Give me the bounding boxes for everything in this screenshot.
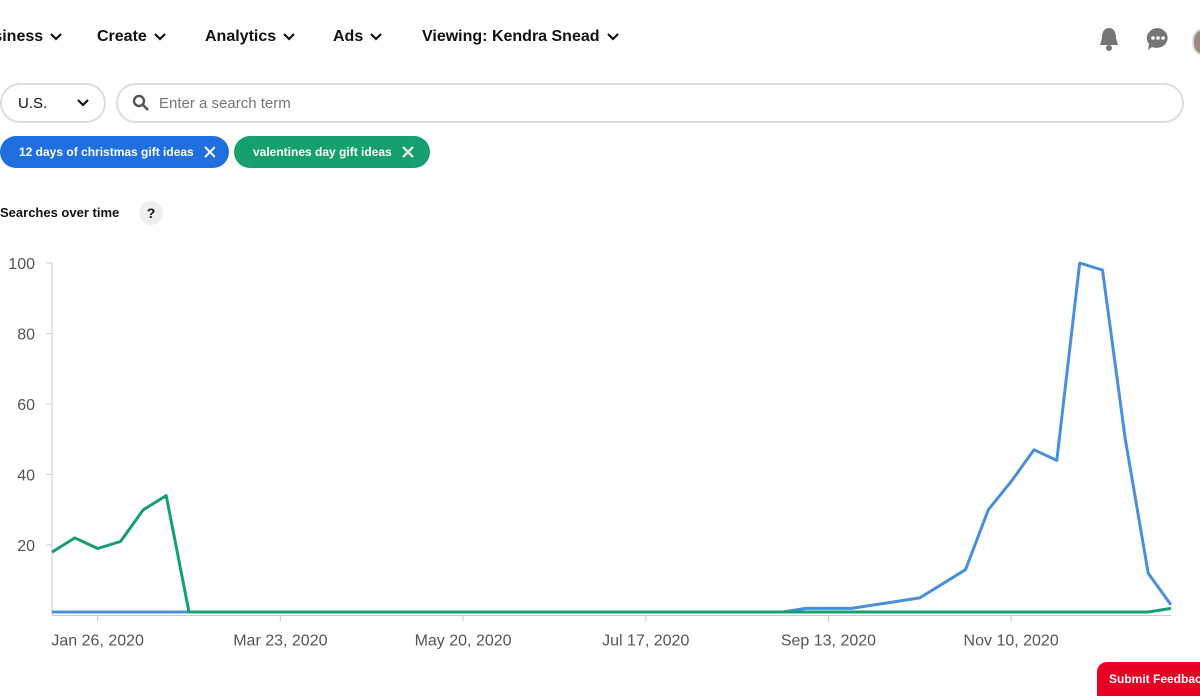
- chevron: [370, 33, 383, 41]
- chip-label: valentines day gift ideas: [253, 145, 392, 159]
- chevron: [50, 33, 62, 41]
- y-tick-label: 100: [8, 256, 35, 273]
- search-placeholder: Enter a search term: [159, 94, 291, 112]
- series-line: [51, 494, 1172, 614]
- nav-label: Create: [97, 28, 147, 45]
- x-tick-label: Sep 13, 2020: [781, 633, 876, 650]
- nav-item[interactable]: Create: [97, 28, 167, 46]
- chevron: [77, 99, 89, 107]
- nav-item[interactable]: Analytics: [205, 28, 296, 46]
- chip[interactable]: 12 days of christmas gift ideas: [0, 136, 229, 168]
- search-box[interactable]: Enter a search term: [116, 83, 1184, 123]
- x-tick-label: May 20, 2020: [415, 633, 512, 650]
- nav-label: Ads: [333, 28, 364, 45]
- chevron: [283, 33, 295, 41]
- remove-icon[interactable]: [204, 146, 215, 158]
- y-tick-label: 80: [17, 327, 35, 344]
- country-select[interactable]: U.S.: [0, 83, 106, 123]
- x-tick-label: Jul 17, 2020: [602, 633, 689, 650]
- section-title: Searches over time: [0, 205, 120, 220]
- x-tick-label: Jan 26, 2020: [51, 633, 144, 650]
- search-icon: [132, 94, 149, 111]
- notifications-icon[interactable]: [1097, 26, 1121, 52]
- nav-label: Viewing: Kendra Snead: [422, 28, 600, 45]
- nav-item[interactable]: Ads: [333, 28, 383, 46]
- nav-item[interactable]: Viewing: Kendra Snead: [422, 28, 620, 46]
- y-tick-label: 60: [17, 397, 35, 414]
- x-tick-label: Mar 23, 2020: [233, 633, 327, 650]
- nav-label: Analytics: [205, 28, 277, 45]
- x-tick-label: Nov 10, 2020: [964, 633, 1059, 650]
- help-button[interactable]: ?: [139, 201, 163, 225]
- nav-item[interactable]: Business: [0, 28, 63, 46]
- remove-icon[interactable]: [402, 146, 414, 158]
- nav-label: Business: [0, 28, 44, 45]
- y-tick-label: 20: [17, 538, 35, 555]
- chevron: [606, 33, 619, 41]
- country-label: U.S.: [18, 94, 48, 112]
- series-line: [52, 261, 1173, 614]
- chip-label: 12 days of christmas gift ideas: [19, 145, 194, 159]
- y-tick-label: 40: [17, 468, 35, 485]
- feedback-button[interactable]: Submit Feedback: [1097, 662, 1200, 696]
- chip[interactable]: valentines day gift ideas: [234, 136, 430, 168]
- messages-icon[interactable]: [1146, 27, 1170, 51]
- chevron: [154, 33, 166, 41]
- avatar[interactable]: [1192, 28, 1200, 56]
- chart: 20 40 60 80 100 Jan 26, 2020 Mar 23, 2020 May 2…: [8, 256, 1173, 650]
